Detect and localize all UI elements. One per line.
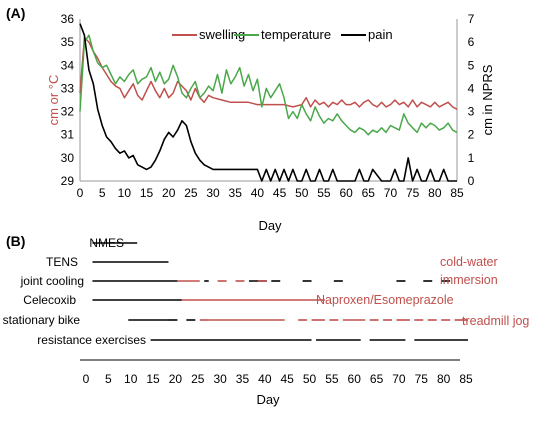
b-x-tick: 80 bbox=[437, 372, 451, 386]
b-x-tick: 45 bbox=[280, 372, 294, 386]
b-x-tick: 75 bbox=[415, 372, 429, 386]
b-x-tick: 50 bbox=[303, 372, 317, 386]
b-x-ticks: 0 5 10 15 20 25 30 35 40 45 50 55 60 65 70 75 80 85 bbox=[83, 372, 473, 386]
a-y-tick-right: 0 bbox=[468, 174, 475, 188]
legend: swelling temperature pain bbox=[172, 27, 393, 42]
a-x-tick: 75 bbox=[406, 186, 420, 200]
a-y-tick-left: 34 bbox=[61, 58, 75, 72]
legend-label-pain: pain bbox=[368, 27, 393, 42]
a-x-tick: 5 bbox=[99, 186, 106, 200]
a-y-tick-left: 31 bbox=[61, 128, 75, 142]
a-series bbox=[79, 23, 458, 182]
b-x-tick: 25 bbox=[191, 372, 205, 386]
b-x-axis-title: Day bbox=[256, 392, 280, 407]
a-y-axis-title-left: cm or °C bbox=[46, 75, 61, 126]
annotation-naproxen: Naproxen/Esomeprazole bbox=[316, 293, 454, 307]
b-x-tick: 85 bbox=[459, 372, 473, 386]
b-x-tick: 40 bbox=[258, 372, 272, 386]
a-x-tick: 35 bbox=[229, 186, 243, 200]
series-line-pain bbox=[79, 23, 457, 182]
row-label: stationary bike bbox=[3, 313, 81, 327]
a-x-tick: 55 bbox=[317, 186, 331, 200]
annotation-treadmill-jog: treadmill jog bbox=[462, 314, 529, 328]
panel-b-label: (B) bbox=[6, 233, 25, 249]
a-x-tick: 85 bbox=[450, 186, 464, 200]
row-label: Celecoxib bbox=[23, 293, 76, 307]
a-y-tick-left: 33 bbox=[61, 81, 75, 95]
a-y-tick-left: 35 bbox=[61, 35, 75, 49]
a-y-tick-left: 29 bbox=[61, 174, 75, 188]
row-label: resistance exercises bbox=[37, 333, 146, 347]
b-x-tick: 20 bbox=[169, 372, 183, 386]
a-x-tick: 70 bbox=[384, 186, 398, 200]
a-x-tick: 65 bbox=[362, 186, 376, 200]
a-y-tick-right: 2 bbox=[468, 128, 475, 142]
a-y-tick-right: 6 bbox=[468, 35, 475, 49]
a-x-tick: 20 bbox=[162, 186, 176, 200]
a-y-tick-right: 7 bbox=[468, 12, 475, 26]
b-x-tick: 5 bbox=[105, 372, 112, 386]
a-y-tick-right: 1 bbox=[468, 151, 475, 165]
b-x-tick: 65 bbox=[370, 372, 384, 386]
b-x-tick: 55 bbox=[325, 372, 339, 386]
annotation-cold-water: cold-water bbox=[440, 255, 498, 269]
a-y-tick-right: 4 bbox=[468, 81, 475, 95]
a-y-ticks-right: 0 1 2 3 4 5 6 7 bbox=[468, 12, 475, 188]
annotation-immersion: immersion bbox=[440, 273, 498, 287]
legend-label-temperature: temperature bbox=[261, 27, 331, 42]
a-y-tick-left: 32 bbox=[61, 105, 75, 119]
a-x-tick: 0 bbox=[77, 186, 84, 200]
b-x-tick: 30 bbox=[213, 372, 227, 386]
series-line-swelling bbox=[79, 36, 458, 110]
a-x-tick: 50 bbox=[295, 186, 309, 200]
a-y-tick-left: 30 bbox=[61, 151, 75, 165]
a-y-axis-title-right: cm in NPRS bbox=[480, 64, 495, 135]
a-y-tick-right: 5 bbox=[468, 58, 475, 72]
a-x-tick: 40 bbox=[251, 186, 265, 200]
a-x-tick: 60 bbox=[339, 186, 353, 200]
a-y-ticks-left: 29 30 31 32 33 34 35 36 bbox=[61, 12, 75, 188]
row-label: joint cooling bbox=[20, 274, 84, 288]
a-x-tick: 80 bbox=[428, 186, 442, 200]
b-x-tick: 0 bbox=[83, 372, 90, 386]
series-line-temperature bbox=[79, 34, 458, 136]
row-label: TENS bbox=[46, 255, 78, 269]
b-x-tick: 70 bbox=[392, 372, 406, 386]
a-y-tick-right: 3 bbox=[468, 105, 475, 119]
legend-label-swelling: swelling bbox=[199, 27, 245, 42]
a-x-tick: 15 bbox=[140, 186, 154, 200]
b-x-tick: 10 bbox=[124, 372, 138, 386]
a-x-axis-title: Day bbox=[258, 218, 282, 233]
panel-a-label: (A) bbox=[6, 5, 25, 21]
a-x-tick: 30 bbox=[206, 186, 220, 200]
b-x-tick: 60 bbox=[348, 372, 362, 386]
b-x-tick: 35 bbox=[236, 372, 250, 386]
a-x-tick: 45 bbox=[273, 186, 287, 200]
a-y-tick-left: 36 bbox=[61, 12, 75, 26]
a-x-tick: 25 bbox=[184, 186, 198, 200]
a-x-tick: 10 bbox=[118, 186, 132, 200]
b-x-tick: 15 bbox=[146, 372, 160, 386]
a-x-ticks: 0 5 10 15 20 25 30 35 40 45 50 55 60 65 70 75 80 85 bbox=[77, 186, 464, 200]
